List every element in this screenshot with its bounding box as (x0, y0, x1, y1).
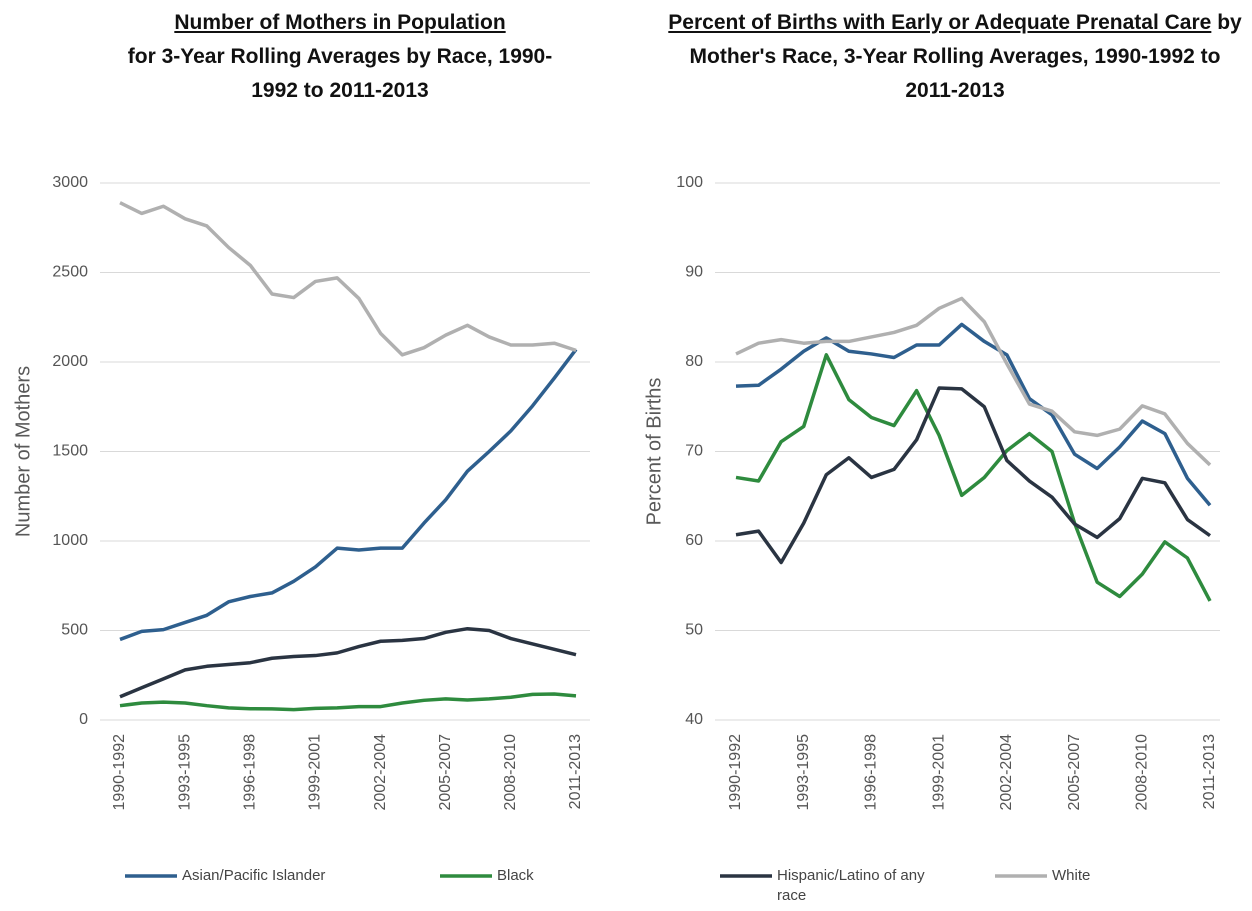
data-line (119, 201, 577, 357)
legend-label: White (1052, 867, 1091, 884)
y-tick-label: 500 (61, 622, 88, 639)
data-line (735, 353, 1212, 602)
y-tick-label: 40 (685, 711, 703, 728)
x-tick-label: 2011-2013 (1201, 734, 1218, 809)
chart-title: Percent of Births with Early or Adequate… (668, 11, 1212, 34)
y-tick-label: 70 (685, 443, 703, 460)
y-tick-label: 3000 (52, 174, 88, 191)
data-line (735, 322, 1212, 507)
x-tick-label: 2005-2007 (437, 734, 454, 811)
chart-subtitle: by Mother's Race, 3-Year Rolling Average… (689, 11, 1242, 102)
data-line (119, 626, 577, 699)
y-axis-label: Number of Mothers (12, 366, 34, 537)
data-line (119, 692, 577, 712)
x-tick-label: 1993-1995 (176, 734, 193, 811)
x-tick-label: 1996-1998 (242, 734, 259, 811)
chart-title-block: Percent of Births with Early or Adequate… (665, 6, 1245, 108)
y-tick-label: 100 (676, 174, 703, 191)
legend-label: Black (497, 867, 534, 884)
x-tick-label: 1999-2001 (930, 734, 947, 811)
x-tick-label: 1999-2001 (307, 734, 324, 811)
chart-title: Number of Mothers in Population (174, 11, 506, 34)
y-tick-label: 90 (685, 264, 703, 281)
y-tick-label: 0 (79, 711, 88, 728)
y-tick-label: 50 (685, 622, 703, 639)
x-tick-label: 1996-1998 (863, 734, 880, 811)
x-tick-label: 1990-1992 (727, 734, 744, 811)
x-tick-label: 2005-2007 (1066, 734, 1083, 811)
data-line (735, 386, 1212, 565)
x-tick-label: 2008-2010 (502, 734, 519, 811)
y-tick-label: 1500 (52, 443, 88, 460)
y-axis-label: Percent of Births (643, 378, 665, 526)
x-tick-label: 2011-2013 (567, 734, 584, 809)
x-tick-label: 2008-2010 (1134, 734, 1151, 811)
legend-label: Hispanic/Latino of any race (777, 867, 925, 904)
data-line (735, 296, 1212, 467)
legend-label: Asian/Pacific Islander (182, 867, 326, 884)
y-tick-label: 2000 (52, 353, 88, 370)
chart-title-block: Number of Mothers in Population for 3-Ye… (110, 6, 570, 108)
y-tick-label: 1000 (52, 532, 88, 549)
data-line (119, 348, 578, 642)
y-tick-label: 2500 (52, 264, 88, 281)
y-tick-label: 80 (685, 353, 703, 370)
x-tick-label: 2002-2004 (998, 734, 1015, 811)
x-tick-label: 1993-1995 (795, 734, 812, 811)
y-tick-label: 60 (685, 532, 703, 549)
x-tick-label: 2002-2004 (372, 734, 389, 811)
chart-subtitle: for 3-Year Rolling Averages by Race, 199… (127, 45, 553, 102)
x-tick-label: 1990-1992 (111, 734, 128, 811)
